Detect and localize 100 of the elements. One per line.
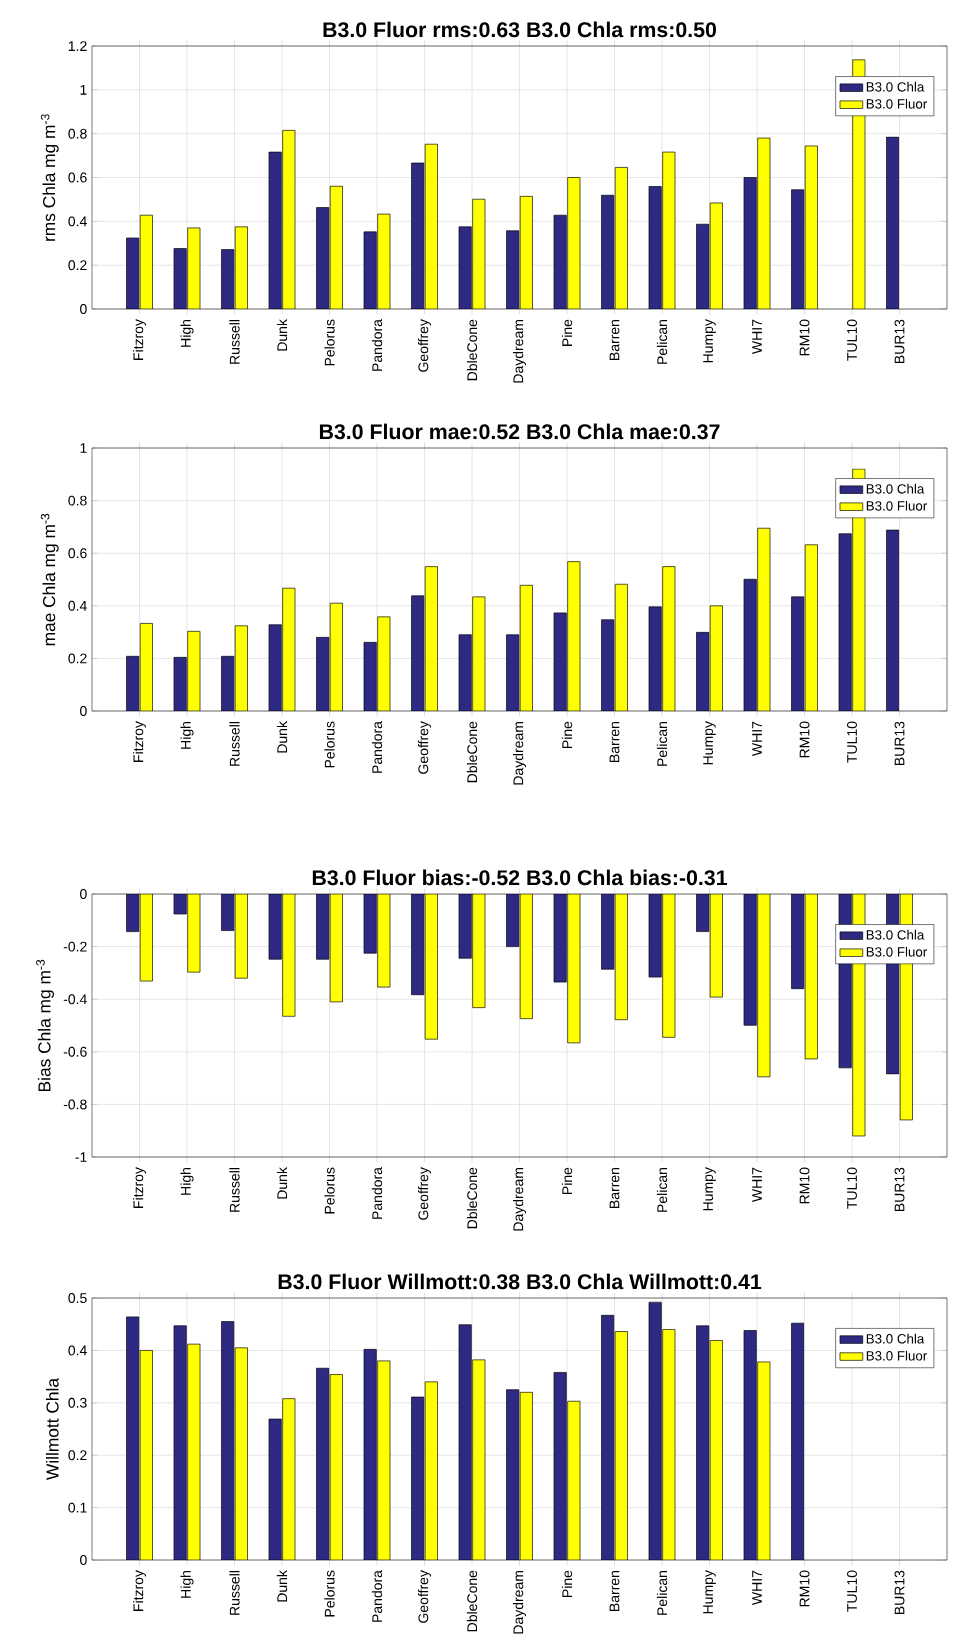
x-tick-label: RM10 (799, 1570, 810, 1607)
x-tick-label: Daydream (512, 722, 527, 785)
x-tick-label: Pelican (656, 1570, 668, 1615)
y-tick-label: -0.8 (63, 1099, 87, 1110)
x-tick-label: WHI7 (752, 1167, 762, 1202)
x-tick-label: RM10 (799, 721, 810, 758)
x-tick-label: Humpy (703, 721, 716, 765)
y-tick-label: -0.4 (63, 994, 87, 1005)
chart-title: B3.0 Fluor bias:-0.52 B3.0 Chla bias:-0.31 (312, 869, 727, 886)
y-tick-label: 0 (80, 304, 87, 314)
x-tick-label: DbleCone (466, 1570, 478, 1632)
x-tick-label: Barren (609, 721, 620, 762)
x-tick-label: WHI7 (752, 1570, 762, 1605)
y-axis-title: mae Chla mg m$^{-3}$ (40, 513, 59, 646)
x-tick-label: Barren (609, 1570, 620, 1611)
x-tick-label: Pelorus (324, 1570, 335, 1617)
x-tick-label: Pandora (371, 319, 383, 371)
x-tick-label: Fitzroy (132, 1167, 147, 1208)
x-tick-label: Pelorus (324, 721, 335, 768)
y-tick-label: -1 (75, 1152, 87, 1162)
x-tick-label: WHI7 (752, 319, 762, 354)
x-tick-label: Daydream (512, 1571, 527, 1634)
legend-label: B3.0 Fluor (866, 98, 928, 109)
chart-title: B3.0 Fluor Willmott:0.38 B3.0 Chla Willmott:0.41 (278, 1273, 762, 1290)
y-tick-label: 0.3 (68, 1397, 87, 1408)
x-tick-label: RM10 (799, 1167, 810, 1204)
x-tick-label: Geoffrey (418, 319, 432, 372)
y-tick-label: 0 (80, 1555, 87, 1565)
x-tick-label: Russell (229, 320, 240, 364)
x-tick-label: TUL10 (847, 1167, 857, 1209)
legend-label: B3.0 Chla (866, 483, 925, 494)
x-tick-label: Barren (609, 1167, 620, 1208)
y-tick-label: 0.8 (68, 495, 87, 506)
x-tick-label: Daydream (512, 1168, 527, 1231)
y-tick-label: 0 (80, 706, 87, 716)
x-tick-label: Geoffrey (418, 1570, 432, 1623)
y-tick-label: 0.8 (68, 128, 87, 139)
legend-label: B3.0 Fluor (866, 946, 928, 957)
x-tick-label: BUR13 (894, 319, 905, 364)
x-tick-label: Russell (229, 722, 240, 766)
x-tick-label: DbleCone (466, 1167, 478, 1229)
y-tick-label: -0.2 (63, 941, 87, 952)
x-tick-label: DbleCone (466, 319, 478, 381)
x-tick-label: TUL10 (847, 319, 857, 361)
x-tick-label: Humpy (703, 319, 716, 363)
x-tick-label: High (180, 319, 194, 347)
y-tick-label: 0.2 (68, 653, 87, 664)
x-tick-label: Dunk (276, 721, 288, 753)
x-tick-label: Fitzroy (132, 319, 147, 360)
x-tick-label: Humpy (703, 1570, 716, 1614)
legend-label: B3.0 Chla (866, 81, 925, 92)
x-tick-label: Dunk (276, 1167, 288, 1199)
y-axis-title: Willmott Chla (45, 1378, 59, 1480)
x-tick-label: Pelican (656, 721, 668, 766)
x-tick-label: Russell (229, 1571, 240, 1615)
x-tick-label: Pandora (371, 721, 383, 773)
x-tick-label: Pandora (371, 1167, 383, 1219)
x-tick-label: Pelican (656, 1167, 668, 1212)
x-tick-label: Pelorus (324, 1167, 335, 1214)
x-tick-label: BUR13 (894, 1570, 905, 1615)
x-tick-label: Fitzroy (132, 721, 147, 762)
x-tick-label: Pine (561, 1570, 573, 1597)
x-tick-label: High (180, 1570, 194, 1598)
x-tick-label: Pelican (656, 319, 668, 364)
x-tick-label: BUR13 (894, 1167, 905, 1212)
legend-label: B3.0 Chla (866, 929, 925, 940)
y-tick-label: 0.4 (68, 1345, 87, 1356)
x-tick-label: Dunk (276, 319, 288, 351)
y-tick-label: 1 (80, 85, 87, 95)
x-tick-label: Daydream (512, 320, 527, 383)
x-tick-label: High (180, 721, 194, 749)
x-tick-label: Pelorus (324, 319, 335, 366)
chart-title: B3.0 Fluor rms:0.63 B3.0 Chla rms:0.50 (323, 21, 716, 38)
x-tick-label: TUL10 (847, 1570, 857, 1612)
x-tick-label: Geoffrey (418, 721, 432, 774)
x-tick-label: RM10 (799, 319, 810, 356)
y-tick-label: 0.5 (68, 1293, 87, 1303)
y-tick-label: 1 (80, 443, 87, 453)
y-tick-label: 0 (80, 889, 87, 899)
y-tick-label: 0.4 (68, 216, 87, 227)
x-tick-label: Pine (561, 319, 573, 346)
x-tick-label: Pine (561, 721, 573, 748)
x-tick-label: TUL10 (847, 721, 857, 763)
y-tick-label: 1.2 (68, 41, 87, 51)
chart-title: B3.0 Fluor mae:0.52 B3.0 Chla mae:0.37 (319, 423, 720, 440)
y-tick-label: 0.1 (68, 1502, 87, 1513)
x-tick-label: Barren (609, 319, 620, 360)
legend-label: B3.0 Fluor (866, 1350, 928, 1361)
y-tick-label: 0.4 (68, 600, 87, 611)
y-tick-label: -0.6 (63, 1046, 87, 1057)
y-tick-label: 0.2 (68, 260, 87, 271)
x-tick-label: High (180, 1167, 194, 1195)
y-tick-label: 0.2 (68, 1450, 87, 1461)
y-axis-title: Bias Chla mg m$^{-3}$ (36, 959, 55, 1091)
y-tick-label: 0.6 (68, 172, 87, 183)
x-tick-label: Dunk (276, 1570, 288, 1602)
x-tick-label: BUR13 (894, 721, 905, 766)
x-tick-label: Fitzroy (132, 1570, 147, 1611)
x-tick-label: Pine (561, 1167, 573, 1194)
x-tick-label: Russell (229, 1168, 240, 1212)
